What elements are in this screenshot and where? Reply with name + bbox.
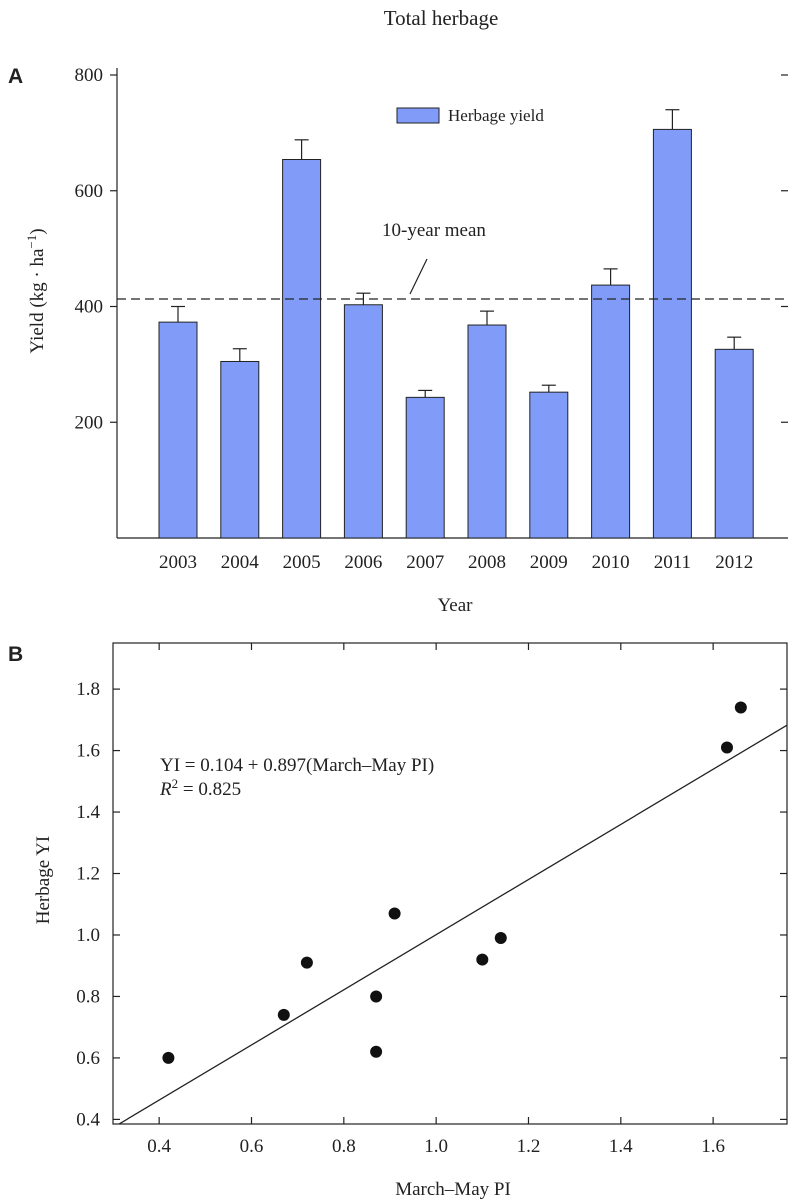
panel-b-y-tick-label: 1.0 (76, 925, 100, 946)
panel-a-y-tick-label: 800 (75, 65, 104, 86)
panel-a-label: A (8, 65, 23, 88)
scatter-point-3 (300, 956, 313, 969)
panel-a-y-tick-label: 400 (75, 297, 104, 318)
r-squared-value: = 0.825 (178, 779, 241, 800)
panel-a-y-tick-label: 200 (75, 412, 104, 433)
bar-2010 (591, 284, 631, 539)
panel-b-frame (112, 642, 788, 1125)
panel-b-y-tick-label: 0.6 (76, 1048, 100, 1069)
x-tick-label-2009: 2009 (530, 552, 568, 573)
regression-line (117, 724, 788, 1124)
panel-b-x-tick-label: 0.4 (147, 1136, 171, 1157)
scatter-point-2 (277, 1008, 290, 1021)
regression-equation: YI = 0.104 + 0.897(March–May PI) (160, 755, 434, 776)
scatter-point-7 (476, 953, 489, 966)
x-tick-label-2010: 2010 (592, 552, 630, 573)
panel-b-chart: 0.4 0.6 0.8 1.0 1.2 1.4 1.6 1.8 0.4 0.6 0.8 1.0 1.2… (33, 642, 788, 1200)
legend-label-herbage-yield: Herbage yield (448, 106, 544, 125)
legend-swatch-herbage-yield (396, 107, 440, 124)
panel-b-x-tick-label: 1.2 (517, 1136, 541, 1157)
scatter-point-1 (162, 1051, 175, 1064)
panel-a-x-axis-title: Year (437, 595, 473, 616)
panel-a-y-axis-title-sup: −1 (24, 235, 39, 249)
r-squared: R2 = 0.825 (159, 776, 241, 800)
x-tick-label-2006: 2006 (344, 552, 382, 573)
bar-2007 (405, 396, 445, 539)
scatter-point-5 (370, 1045, 383, 1058)
bar-2011 (652, 128, 692, 539)
bar-2012 (714, 348, 754, 539)
panel-a-chart: 200 400 600 800 2003 2004 2005 2006 2007 2008 200… (24, 65, 788, 616)
panel-a-y-axis-title-text: Yield (kg · ha (27, 248, 48, 354)
panel-b-y-tick-label: 1.6 (76, 741, 100, 762)
panel-b-y-axis-title: Herbage YI (33, 836, 54, 924)
x-tick-label-2011: 2011 (654, 552, 691, 573)
bar-2008 (467, 324, 507, 539)
x-tick-label-2012: 2012 (715, 552, 753, 573)
mean-reference-pointer (409, 258, 428, 295)
scatter-point-6 (388, 907, 401, 920)
panel-b-label: B (8, 643, 23, 666)
panel-b-x-tick-label: 1.6 (701, 1136, 725, 1157)
x-tick-label-2007: 2007 (406, 552, 444, 573)
scatter-point-8 (494, 932, 507, 945)
panel-b-x-tick-label: 0.6 (240, 1136, 264, 1157)
bar-2006 (343, 304, 383, 539)
x-tick-label-2008: 2008 (468, 552, 506, 573)
scatter-point-9 (720, 741, 733, 754)
panel-b-x-tick-label: 1.0 (424, 1136, 448, 1157)
bar-2009 (529, 391, 569, 539)
bar-2003 (158, 321, 198, 539)
panel-b-y-tick-label: 1.8 (76, 679, 100, 700)
bar-2004 (220, 360, 260, 539)
panel-b-y-tick-label: 0.4 (76, 1109, 100, 1130)
panel-b-x-axis-title: March–May PI (395, 1179, 511, 1200)
mean-reference-label: 10-year mean (382, 220, 486, 241)
panel-a-y-axis-title-close: ) (27, 228, 48, 234)
x-tick-label-2004: 2004 (221, 552, 260, 573)
panel-b-x-tick-label: 0.8 (332, 1136, 356, 1157)
x-tick-label-2003: 2003 (159, 552, 197, 573)
panel-a-y-axis-title: Yield (kg · ha−1) (24, 228, 48, 353)
r-squared-sup: 2 (172, 776, 179, 791)
panel-b-x-tick-label: 1.4 (609, 1136, 633, 1157)
panel-a-y-tick-label: 600 (75, 181, 104, 202)
panel-b-y-tick-label: 1.2 (76, 864, 100, 885)
x-tick-label-2005: 2005 (283, 552, 321, 573)
r-squared-symbol: R (159, 779, 172, 800)
panel-b-y-tick-label: 0.8 (76, 986, 100, 1007)
scatter-point-4 (370, 990, 383, 1003)
figure-title: Total herbage (384, 6, 499, 30)
bar-2005 (282, 158, 322, 539)
scatter-point-10 (734, 701, 747, 714)
panel-b-y-tick-label: 1.4 (76, 802, 100, 823)
